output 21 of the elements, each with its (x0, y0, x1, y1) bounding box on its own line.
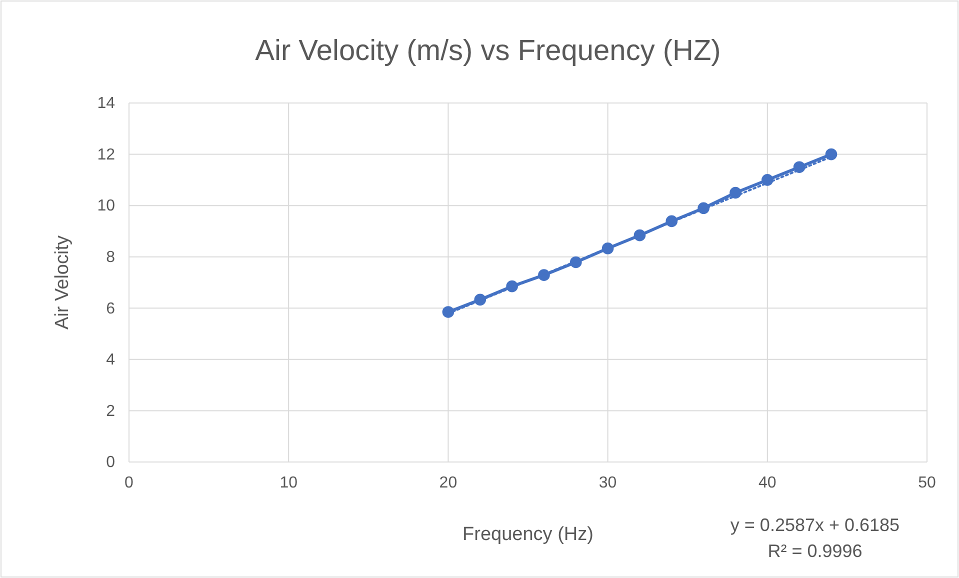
x-tick-label: 50 (918, 474, 936, 492)
y-tick-label: 4 (106, 352, 116, 369)
y-tick-label: 2 (106, 402, 116, 420)
y-tick-label: 8 (106, 248, 116, 266)
x-axis-title: Frequency (Hz) (462, 524, 594, 545)
y-tick-label: 10 (97, 198, 116, 215)
y-tick-label: 14 (97, 95, 116, 112)
point (442, 306, 454, 318)
x-tick-label: 40 (758, 474, 776, 492)
chart-title: Air Velocity (m/s) vs Frequency (HZ) (255, 35, 721, 67)
text: R² = 0.9996 (768, 541, 862, 561)
x-tick-label: 0 (124, 474, 134, 492)
x-tick-label: 20 (439, 474, 458, 492)
y-axis-title: Air Velocity (52, 235, 73, 330)
x-tick-label: 10 (280, 474, 298, 492)
y-tick-label: 12 (97, 146, 116, 164)
point (825, 148, 838, 160)
x-tick-label: 30 (598, 474, 617, 492)
text: y = 0.2587x + 0.6185 (730, 515, 900, 535)
y-tick-label: 0 (106, 454, 116, 472)
y-tick-label: 6 (106, 300, 116, 318)
